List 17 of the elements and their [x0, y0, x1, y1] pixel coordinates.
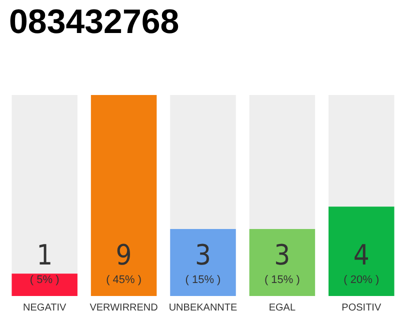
annotation: ( 5% )	[30, 274, 60, 286]
annotation: ( 15% )	[264, 274, 300, 286]
chart-title: 083432768	[9, 3, 180, 41]
data-label: 3	[274, 238, 290, 272]
x-tick-label: NEGATIV	[23, 302, 67, 314]
annotation: ( 20% )	[344, 274, 380, 286]
x-tick-label: VERWIRREND	[90, 302, 158, 314]
bar	[12, 274, 78, 296]
annotation: ( 15% )	[185, 274, 221, 286]
data-label: 4	[353, 238, 370, 272]
data-label: 3	[194, 238, 212, 272]
x-tick-label: POSITIV	[342, 302, 382, 314]
data-label: 1	[36, 238, 53, 272]
x-tick-label: UNBEKANNTE	[168, 302, 238, 314]
data-label: 9	[116, 238, 132, 272]
annotation: ( 45% )	[106, 274, 142, 286]
x-tick-label: EGAL	[268, 302, 296, 314]
